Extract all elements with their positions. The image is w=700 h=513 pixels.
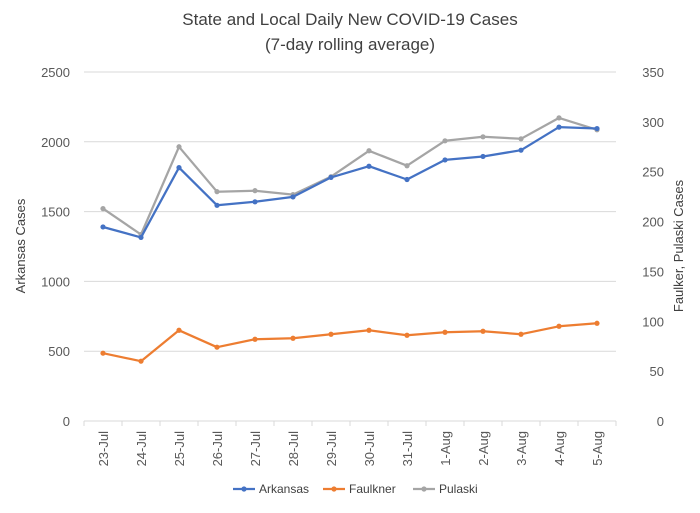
tick-labels: 0 500 1000 1500 2000 2500 0 50 100 150 200 250 300 35…	[41, 65, 664, 466]
data-point-pulaski	[252, 188, 258, 194]
chart-title: State and Local Daily New COVID-19 Cases	[182, 10, 517, 29]
y2-axis-label: Faulker, Pulaski Cases	[671, 179, 686, 312]
data-point-arkansas	[290, 194, 296, 200]
data-point-faulkner	[214, 344, 220, 350]
data-point-faulkner	[252, 336, 258, 342]
data-point-arkansas	[594, 125, 600, 132]
data-point-pulaski	[100, 206, 106, 212]
y2-tick-label: 0	[657, 414, 664, 429]
y-tick-label: 500	[48, 344, 70, 359]
data-point-faulkner	[594, 320, 600, 326]
y-tick-label: 2500	[41, 65, 70, 80]
y2-tick-label: 350	[642, 65, 664, 80]
data-point-faulkner	[556, 323, 562, 329]
legend-marker-pulaski	[421, 486, 427, 492]
x-tick-label: 1-Aug	[438, 431, 453, 466]
x-tick-label: 5-Aug	[590, 431, 605, 466]
y2-tick-label: 300	[642, 115, 664, 130]
data-point-faulkner	[100, 350, 106, 356]
data-point-arkansas	[328, 174, 334, 180]
y-tick-label: 2000	[41, 135, 70, 150]
y2-tick-label: 200	[642, 215, 664, 230]
series-line-pulaski	[102, 116, 598, 236]
series-lines	[100, 115, 600, 364]
data-point-arkansas	[556, 124, 562, 130]
data-point-arkansas	[138, 234, 144, 241]
y-tick-label: 1000	[41, 274, 70, 289]
series-line-arkansas	[102, 125, 598, 239]
data-point-faulkner	[404, 332, 410, 338]
data-point-arkansas	[518, 147, 524, 153]
data-point-pulaski	[404, 163, 410, 169]
x-tick-label: 4-Aug	[552, 431, 567, 466]
data-point-arkansas	[176, 165, 182, 171]
data-point-arkansas	[252, 199, 258, 205]
data-point-arkansas	[366, 163, 372, 169]
data-point-arkansas	[214, 202, 220, 208]
gridlines	[83, 71, 617, 426]
data-point-faulkner	[176, 327, 182, 333]
data-point-pulaski	[480, 134, 486, 140]
data-point-faulkner	[366, 327, 372, 333]
data-point-pulaski	[556, 115, 562, 121]
data-point-pulaski	[442, 138, 448, 144]
data-point-pulaski	[176, 144, 182, 150]
data-point-faulkner	[290, 335, 296, 341]
x-tick-label: 27-Jul	[248, 431, 263, 467]
legend-marker-faulkner	[331, 486, 337, 492]
y-axis-label: Arkansas Cases	[13, 198, 28, 293]
x-tick-label: 24-Jul	[134, 431, 149, 467]
data-point-faulkner	[442, 329, 448, 335]
x-tick-label: 31-Jul	[400, 431, 415, 467]
x-tick-label: 3-Aug	[514, 431, 529, 466]
legend-label-arkansas: Arkansas	[259, 482, 309, 496]
data-point-faulkner	[138, 358, 144, 364]
x-tick-label: 28-Jul	[286, 431, 301, 467]
data-point-faulkner	[518, 331, 524, 337]
data-point-pulaski	[366, 148, 372, 154]
legend-label-faulkner: Faulkner	[349, 482, 396, 496]
legend-label-pulaski: Pulaski	[439, 482, 478, 496]
x-tick-label: 30-Jul	[362, 431, 377, 467]
data-point-arkansas	[100, 224, 106, 230]
y2-tick-label: 100	[642, 314, 664, 329]
x-tick-label: 26-Jul	[210, 431, 225, 467]
y2-tick-label: 250	[642, 165, 664, 180]
legend: Arkansas Faulkner Pulaski	[233, 482, 478, 496]
y-tick-label: 0	[63, 414, 70, 429]
x-tick-label: 23-Jul	[96, 431, 111, 467]
x-tick-label: 29-Jul	[324, 431, 339, 467]
data-point-arkansas	[404, 176, 410, 183]
legend-marker-arkansas	[241, 486, 247, 492]
data-point-faulkner	[480, 328, 486, 334]
series-line-faulkner	[102, 322, 598, 363]
y2-tick-label: 150	[642, 264, 664, 279]
chart-subtitle: (7-day rolling average)	[265, 35, 435, 54]
data-point-faulkner	[328, 331, 334, 337]
x-tick-label: 25-Jul	[172, 431, 187, 467]
x-tick-label: 2-Aug	[476, 431, 491, 466]
y2-tick-label: 50	[650, 364, 664, 379]
data-point-arkansas	[480, 153, 486, 160]
y-tick-label: 1500	[41, 205, 70, 220]
data-point-pulaski	[518, 136, 524, 142]
data-point-pulaski	[214, 189, 220, 195]
data-point-arkansas	[442, 157, 448, 163]
